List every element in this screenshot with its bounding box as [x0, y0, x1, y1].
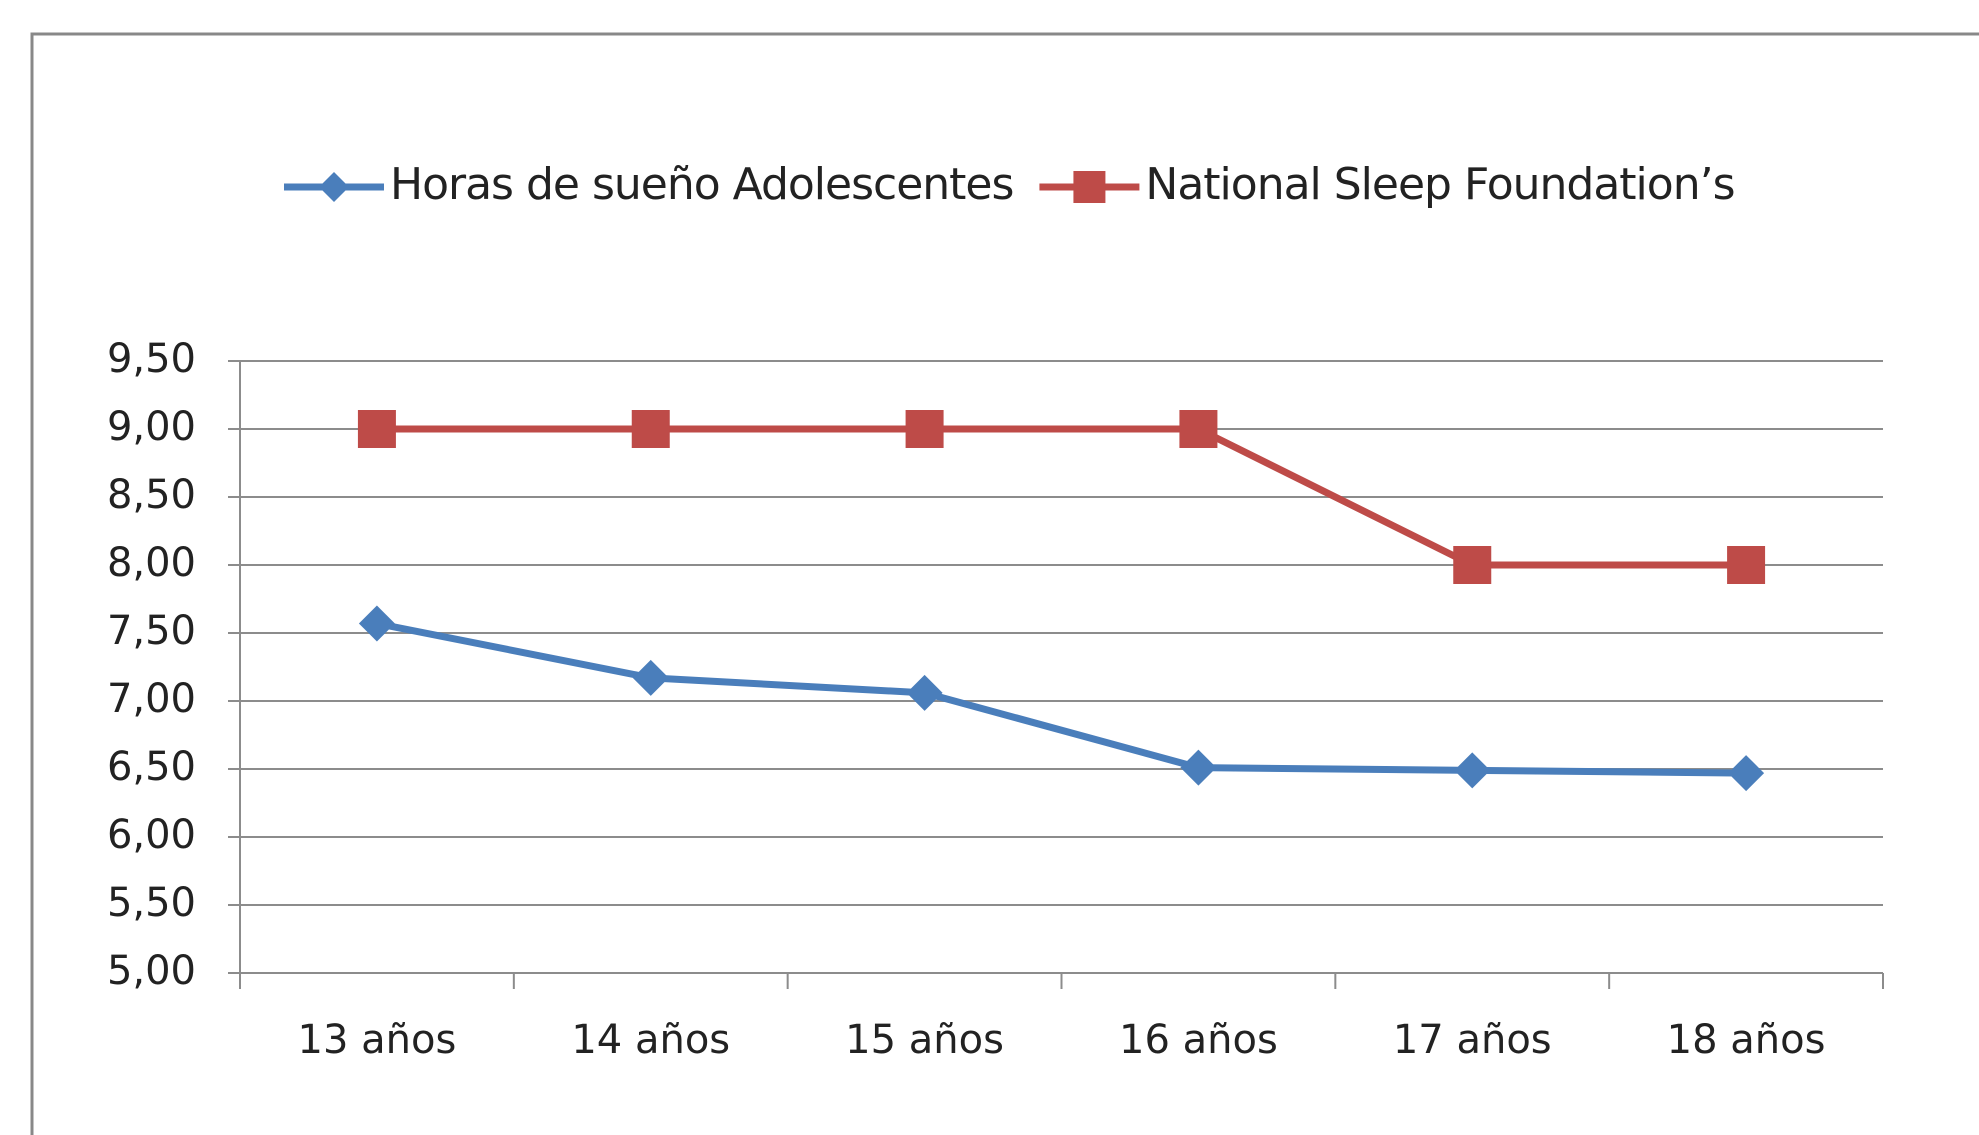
y-tick-label: 8,50 — [107, 472, 196, 518]
x-tick-label: 16 años — [1119, 1017, 1278, 1063]
x-tick-label: 15 años — [845, 1017, 1004, 1063]
data-point — [631, 410, 670, 448]
data-point — [357, 410, 396, 448]
y-tick-label: 5,50 — [107, 880, 196, 926]
x-tick-label: 18 años — [1667, 1017, 1826, 1063]
y-tick-label: 7,50 — [107, 608, 196, 654]
chart-frame — [30, 32, 1979, 1135]
data-point — [906, 674, 943, 711]
data-point — [905, 410, 944, 448]
series-line — [376, 425, 1747, 569]
y-tick-label: 9,50 — [107, 336, 196, 382]
data-point — [358, 605, 395, 642]
x-tick-label: 17 años — [1393, 1017, 1552, 1063]
series-line — [376, 620, 1747, 777]
y-tick-label: 6,00 — [107, 812, 196, 858]
y-tick-label: 5,00 — [107, 948, 196, 994]
data-point — [1454, 752, 1491, 789]
data-point — [632, 659, 669, 696]
y-tick-label: 9,00 — [107, 404, 196, 450]
legend-label: National Sleep Foundation’s — [1145, 159, 1734, 210]
legend-marker — [319, 172, 349, 202]
y-tick-label: 7,00 — [107, 676, 196, 722]
legend-label: Horas de sueño Adolescentes — [390, 159, 1013, 210]
data-point — [1727, 546, 1766, 584]
data-point — [1180, 749, 1217, 786]
x-tick-label: 14 años — [571, 1017, 730, 1063]
y-tick-label: 8,00 — [107, 540, 196, 586]
x-tick-label: 13 años — [298, 1017, 457, 1063]
y-tick-label: 6,50 — [107, 744, 196, 790]
data-point — [1453, 546, 1492, 584]
legend-marker — [1073, 171, 1106, 203]
data-point — [1179, 410, 1218, 448]
data-point — [1728, 755, 1765, 792]
